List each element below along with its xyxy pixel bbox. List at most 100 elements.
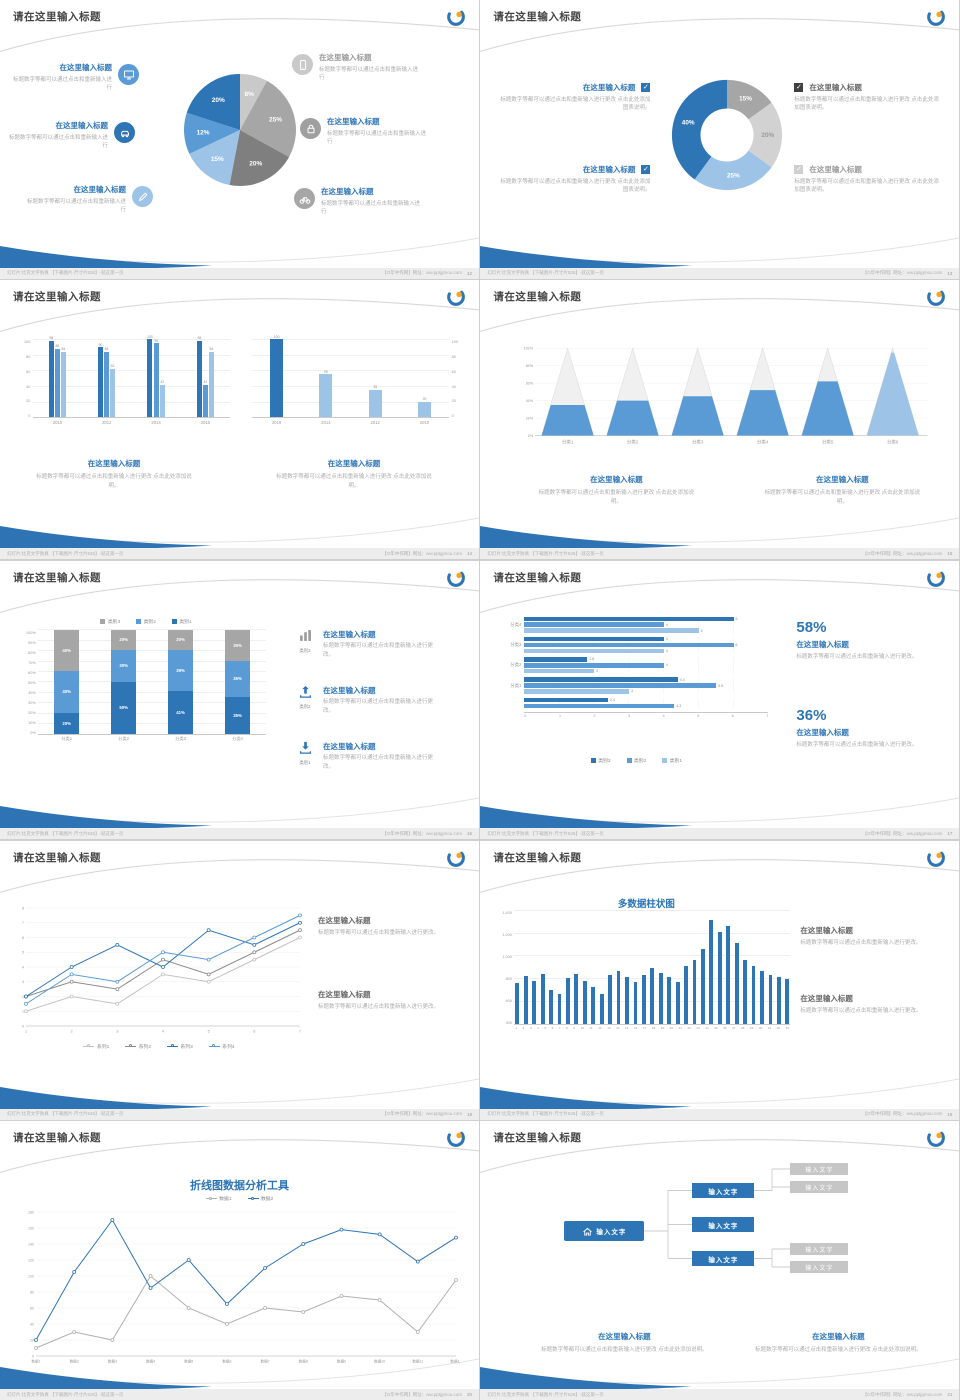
div: 80	[26, 355, 31, 360]
circle	[447, 8, 465, 26]
div: 在这里输入标题 标题数字等都可以通过点击和重新输入进行	[12, 62, 112, 93]
category-tag: 类别2	[299, 703, 311, 709]
circle	[936, 291, 943, 298]
circle	[161, 957, 165, 962]
div: 在这里输入标题 标题数字等都可以通过点击和重新输入进行	[8, 120, 108, 151]
callout-body: 标题数字等都可以通过点击和重新输入进行	[327, 130, 427, 146]
span	[209, 1196, 213, 1200]
div	[514, 909, 791, 1025]
div: 42	[203, 380, 208, 385]
div	[252, 401, 450, 403]
check-item: ✓ 在这里输入标题 标题数字等都可以通过点击和重新输入进行更改 点击此处添加图表说…	[794, 164, 944, 195]
div: 5.5	[524, 683, 768, 688]
div: 20	[417, 397, 431, 418]
callout-heading: 在这里输入标题	[59, 63, 113, 72]
legend-callout: 类别1 在这里输入标题 标题数字等都可以通过点击和重新输入进行更改。	[294, 741, 441, 772]
div: 2016	[271, 419, 282, 425]
span: 29	[749, 1026, 754, 1031]
page-number: 21	[947, 1392, 953, 1398]
slide-page-15[interactable]: 请在这里输入标题 100% 80% 60% 40% 20% 0% 分类1 分类2 分类3 分类4 分…	[480, 280, 960, 560]
bar	[524, 642, 734, 648]
circle	[115, 979, 120, 984]
div: 100 80 60 40 20 0	[449, 340, 458, 418]
text-block: 在这里输入标题 标题数字等都可以通过点击和重新输入进行更改 点击此处添加说明。	[538, 1331, 710, 1354]
div: 分类2	[510, 662, 522, 668]
svg	[0, 797, 479, 830]
path	[301, 685, 309, 694]
span: 4	[662, 714, 665, 719]
slide-page-14[interactable]: 请在这里输入标题 100 80 60 40 20 0 98 88 84 90 84 62 100 95 42…	[0, 280, 479, 560]
div: 98 88 84 90 84 62 100 95 42 98 42 84	[32, 335, 230, 419]
slide-footer: 幻灯片:比克文字防真 【下载图片-尺寸片526】-就这第一页 【O年中作网】网址：…	[0, 1389, 479, 1400]
span: 27	[732, 1026, 736, 1031]
bar	[524, 648, 664, 654]
div: 分类1	[510, 682, 522, 688]
div	[38, 671, 266, 672]
slide-page-21[interactable]: 请在这里输入标题 输入文字 输入文字 输入文字 输入文字 输入文字 输入文字 输…	[480, 1121, 960, 1400]
circle	[110, 1338, 115, 1343]
span	[83, 1044, 95, 1048]
span: 18	[651, 1026, 656, 1031]
category-tag: 类别1	[299, 759, 311, 765]
text: 8%	[244, 91, 254, 98]
slide-footer: 幻灯片:比克文字防真 【下载图片-尺寸片526】-就这第一页 【O年中作网】网址：…	[0, 1108, 479, 1120]
circle	[121, 133, 124, 137]
slide-page-19[interactable]: 请在这里输入标题 多数据柱状图 1,400 1,200 1,000 800 600 400…	[480, 840, 960, 1120]
slide-page-13[interactable]: 请在这里输入标题 在这里输入标题 ✓ 标题数字等都可以通过点击和重新输入进行更改 …	[480, 0, 960, 279]
div: 在这里输入标题 标题数字等都可以通过点击和重新输入进行更改。	[323, 629, 441, 660]
slide-page-12[interactable]: 请在这里输入标题 在这里输入标题 标题数字等都可以通过点击和重新输入进行 在这里输…	[0, 0, 479, 279]
circle	[339, 1294, 344, 1299]
bar	[684, 965, 688, 1024]
bar	[48, 340, 54, 418]
text: 12%	[197, 129, 210, 136]
path	[59, 1078, 479, 1104]
bottom-swoosh-decoration	[0, 1069, 479, 1110]
bar	[524, 697, 609, 703]
legend-item: 类别3	[100, 618, 120, 625]
stat-value: 58%	[796, 618, 827, 636]
text-block: 在这里输入标题 标题数字等都可以通过点击和重新输入进行更改。	[318, 915, 450, 938]
div: 98 88 84 90 84 62 100 95 42 98 42 84 2010 2012 2014 201…	[32, 335, 230, 425]
svg	[480, 237, 960, 270]
bar	[208, 351, 214, 418]
block-body: 标题数字等都可以通过点击和重新输入进行更改 点击此处添加说明。	[755, 1346, 922, 1353]
bar	[743, 960, 748, 1024]
circle	[263, 1266, 267, 1271]
footer-note: 幻灯片:比克文字防真 【下载图片-尺寸片526】-就这第一页	[487, 270, 604, 276]
category-tag: 类别3	[299, 647, 311, 653]
footer-note: 幻灯片:比克文字防真 【下载图片-尺寸片526】-就这第一页	[487, 1111, 604, 1117]
slide-page-20[interactable]: 请在这里输入标题 折线图数据分析工具 数据1 数据2 180 160 140 120 10…	[0, 1121, 479, 1400]
circle	[69, 972, 74, 977]
block-heading: 在这里输入标题	[327, 459, 381, 469]
span: 32	[776, 1026, 781, 1031]
stack-segment: 20%	[168, 629, 194, 651]
footer-note: 幻灯片:比克文字防真 【下载图片-尺寸片526】-就这第一页	[7, 1111, 124, 1117]
brand-logo-icon	[925, 286, 947, 308]
svg: 100% 80% 60% 40% 20% 0% 分类1 分类2 分类3 分类4 分类5 分类6	[524, 347, 928, 446]
bar	[591, 987, 596, 1024]
slide-page-17[interactable]: 请在这里输入标题 分类4 6 4 5 分类3 4 6 4 分类2 1.8 4 2 分类1 4.4 5.5 3 2…	[480, 560, 960, 840]
callout-heading: 在这里输入标题	[327, 117, 380, 126]
span	[128, 1044, 132, 1048]
text: 25%	[269, 117, 282, 124]
span: 【O年中作网】网址：ww.pptjgmou.com 20	[382, 1392, 472, 1398]
slide-page-16[interactable]: 请在这里输入标题 类别3 类别2 类别1 100% 90% 80% 70% 60% 50% 40…	[0, 560, 479, 840]
flow-node: 输入文字	[790, 1163, 849, 1176]
span: 16	[633, 1026, 638, 1031]
span: 【O年中作网】网址：ww.pptjgmou.com 17	[863, 831, 953, 837]
span: 26	[723, 1026, 727, 1031]
legend-item: 类别2	[626, 757, 646, 764]
footer-note: 幻灯片:比克文字防真 【下载图片-尺寸片526】-就这第一页	[7, 270, 124, 276]
legend-item: 系列4	[208, 1043, 235, 1050]
div	[32, 370, 230, 371]
div: 20	[26, 399, 31, 404]
pyramid-fill	[802, 381, 855, 436]
div: 84	[61, 347, 66, 352]
rect	[123, 70, 134, 77]
bar	[270, 339, 284, 418]
bar	[524, 657, 588, 662]
div: 分类3	[175, 736, 186, 742]
